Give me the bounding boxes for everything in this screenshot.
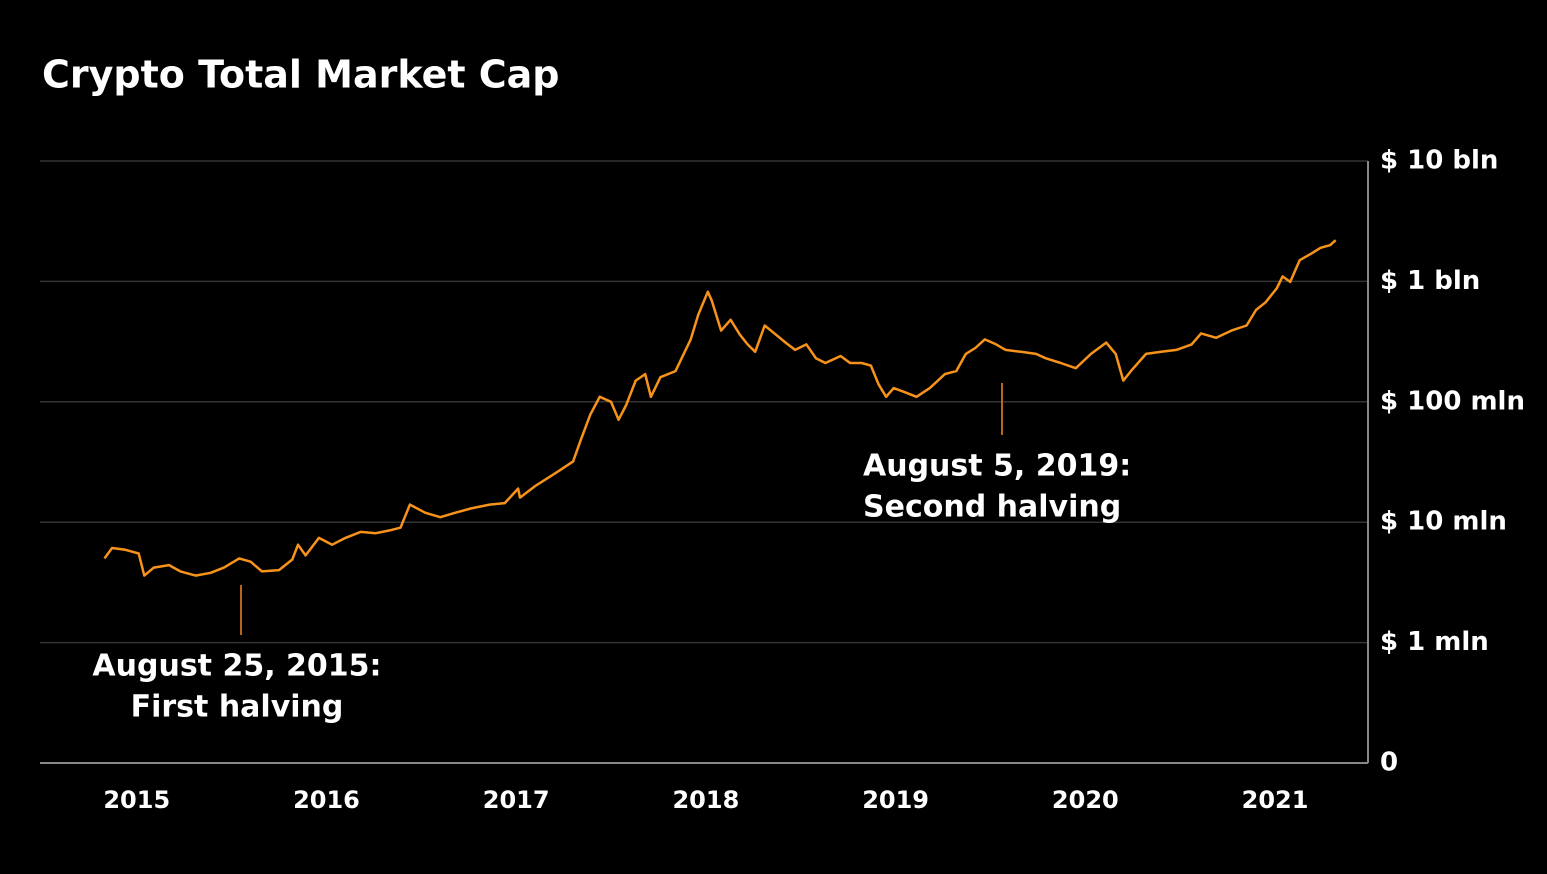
y-tick-label: $ 100 mln (1380, 386, 1525, 416)
y-tick-label: $ 1 bln (1380, 266, 1480, 296)
y-tick-label: $ 10 mln (1380, 507, 1507, 537)
chart-title: Crypto Total Market Cap (42, 53, 560, 97)
y-tick-label: $ 1 mln (1380, 627, 1489, 657)
x-tick-label: 2015 (103, 786, 170, 814)
x-tick-label: 2016 (293, 786, 360, 814)
y-tick-label: $ 10 bln (1380, 146, 1498, 176)
annotation-text: Second halving (863, 490, 1121, 525)
y-tick-label: 0 (1380, 748, 1398, 778)
annotation-text: August 5, 2019: (863, 449, 1131, 484)
data-line (103, 239, 1337, 577)
x-tick-label: 2017 (483, 786, 550, 814)
x-tick-label: 2019 (862, 786, 929, 814)
annotation-text: August 25, 2015: (92, 649, 381, 684)
x-tick-label: 2021 (1242, 786, 1309, 814)
x-tick-label: 2020 (1052, 786, 1119, 814)
x-tick-label: 2018 (672, 786, 739, 814)
annotation-text: First halving (131, 690, 344, 725)
